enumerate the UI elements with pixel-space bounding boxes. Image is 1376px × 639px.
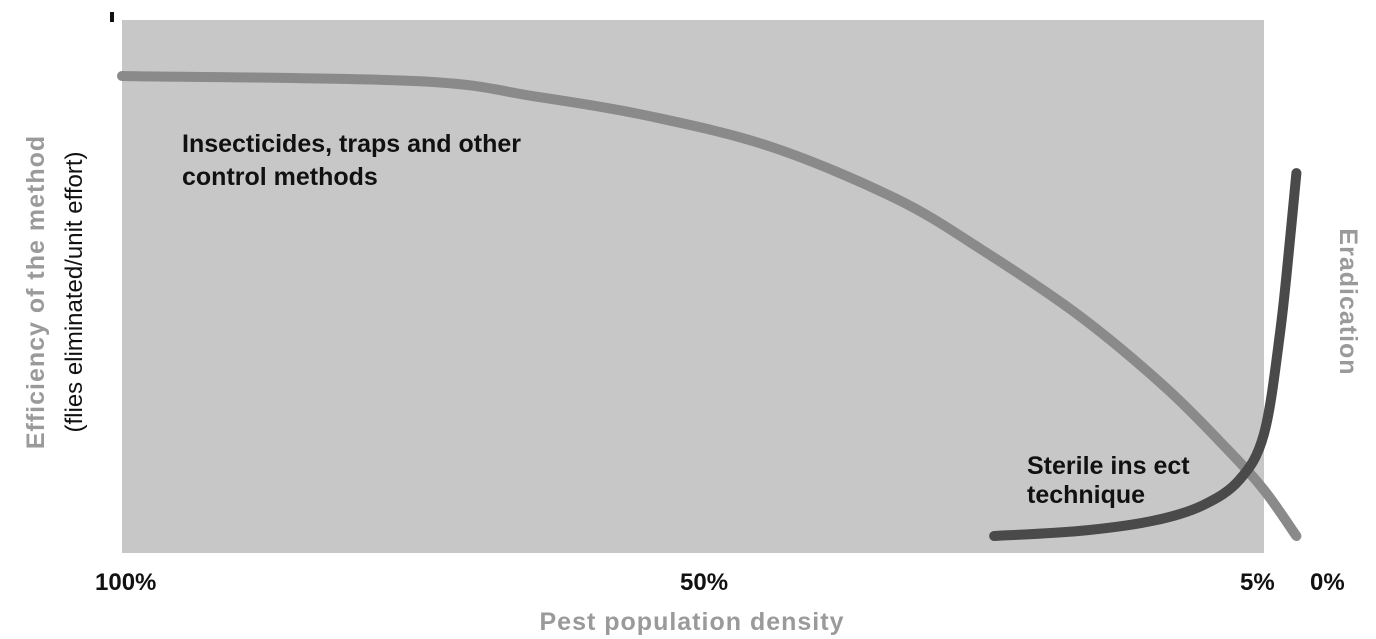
y-axis-subtitle: (flies eliminated/unit effort)	[61, 151, 88, 432]
series-layer	[117, 71, 1302, 541]
annotation-sterile-line-1: Sterile ins ect	[1027, 452, 1190, 480]
x-tick-100: 100%	[95, 569, 156, 596]
series-insecticides-curve	[117, 71, 1302, 541]
series-sterile-insect-curve	[989, 168, 1302, 541]
annotation-sterile-insect: Sterile ins ect technique	[1027, 452, 1190, 509]
corner-mark	[110, 12, 114, 22]
y-axis-title: Efficiency of the method	[22, 135, 50, 449]
eradication-label: Eradication	[1334, 228, 1362, 375]
plot-area	[122, 20, 1264, 553]
x-tick-5: 5%	[1240, 569, 1275, 596]
x-tick-0: 0%	[1310, 569, 1345, 596]
annotation-insecticides-line-1: Insecticides, traps and other	[182, 130, 521, 158]
x-axis-title: Pest population density	[540, 608, 845, 636]
annotation-insecticides: Insecticides, traps and other control me…	[182, 130, 521, 191]
annotation-insecticides-line-2: control methods	[182, 163, 378, 191]
annotation-sterile-line-2: technique	[1027, 481, 1145, 509]
x-tick-50: 50%	[680, 569, 728, 596]
